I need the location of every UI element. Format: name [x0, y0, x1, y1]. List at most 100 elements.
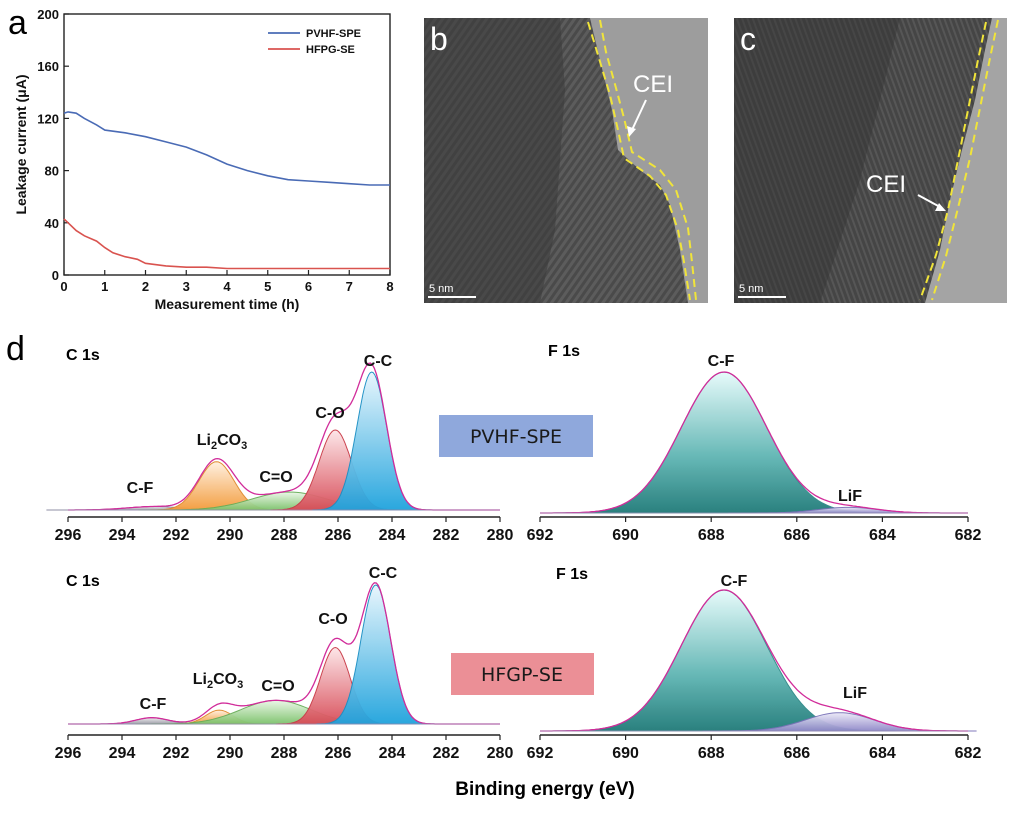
envelope-d-bottom-f1s [540, 589, 968, 732]
y-axis-label-a: Leakage current (μA) [13, 74, 29, 214]
peak-label-d-bottom-c1s-4: C-C [369, 565, 398, 582]
x-tick-label-d-bottom-c1s-0: 296 [55, 745, 82, 762]
x-tick-label-d-bottom-c1s-3: 290 [217, 745, 244, 762]
cei-arrow-b [631, 99, 647, 131]
scale-bar-label-b: 5 nm [429, 283, 453, 295]
cei-label-b: CEI [633, 71, 673, 98]
x-tick-label-d-top-f1s-5: 682 [955, 527, 982, 544]
panel-letter-a: a [8, 4, 27, 42]
panel-letter-b: b [430, 21, 448, 57]
c1s-title-bottom: C 1s [66, 573, 100, 590]
panel-letter-c: c [740, 21, 756, 57]
envelope-d-top-f1s [540, 371, 968, 514]
y-tick-label-a-4: 160 [37, 59, 59, 74]
peak-label-d-bottom-c1s-0: C-F [140, 696, 167, 713]
peak-label-d-top-c1s-4: C-C [364, 353, 393, 370]
y-tick-label-a-0: 0 [52, 268, 59, 283]
x-tick-label-d-top-c1s-7: 282 [433, 527, 460, 544]
cei-label-c: CEI [866, 171, 906, 198]
xps-top-c1s-plot: 296 294 292 290 288 286 284 282 280 C-F Li2CO3 C=O C… [46, 353, 513, 544]
scale-bar-label-c: 5 nm [739, 283, 763, 295]
panel-letter-d: d [6, 330, 25, 368]
x-tick-label-d-top-c1s-0: 296 [55, 527, 82, 544]
cei-boundary-inner-c [931, 19, 999, 301]
xps-bottom-c1s-plot: 296 294 292 290 288 286 284 282 280 C-F Li2CO3 C=O C… [55, 565, 514, 762]
x-tick-label-d-bottom-c1s-2: 292 [163, 745, 190, 762]
legend-label-a-1: HFPG-SE [306, 44, 355, 56]
x-tick-label-a-5: 5 [264, 279, 271, 294]
peak-label-d-bottom-c1s-3: C-O [318, 611, 347, 628]
xps-top-f1s-plot: 692 690 688 686 684 682 C-F LiF [527, 353, 982, 544]
x-tick-label-d-top-c1s-8: 280 [487, 527, 514, 544]
x-tick-label-d-top-f1s-3: 686 [783, 527, 810, 544]
series-line-a-1 [63, 218, 390, 270]
x-tick-label-a-0: 0 [60, 279, 67, 294]
x-tick-label-a-3: 3 [183, 279, 190, 294]
x-tick-label-d-bottom-c1s-1: 294 [109, 745, 136, 762]
y-tick-label-a-2: 80 [45, 164, 59, 179]
x-tick-label-d-top-c1s-5: 286 [325, 527, 352, 544]
badge-bottom-bg [451, 653, 594, 695]
x-tick-label-d-bottom-f1s-0: 692 [527, 745, 554, 762]
x-tick-label-a-8: 8 [386, 279, 393, 294]
peak-label-d-top-c1s-3: C-O [315, 405, 344, 422]
x-tick-label-d-bottom-f1s-1: 690 [612, 745, 639, 762]
peak-label-d-top-c1s-1: Li2CO3 [197, 432, 247, 452]
x-tick-label-d-bottom-c1s-4: 288 [271, 745, 298, 762]
cei-boundary-outer-b [587, 21, 691, 301]
xps-bottom-f1s-plot: 692 690 688 686 684 682 C-F LiF [527, 573, 982, 762]
x-tick-label-d-top-c1s-1: 294 [109, 527, 136, 544]
x-tick-label-a-6: 6 [305, 279, 312, 294]
x-tick-label-d-bottom-c1s-7: 282 [433, 745, 460, 762]
cei-boundary-inner-b [599, 19, 697, 301]
peak-label-d-top-f1s-0: C-F [708, 353, 735, 370]
x-tick-label-d-top-c1s-3: 290 [217, 527, 244, 544]
x-tick-label-d-top-c1s-4: 288 [271, 527, 298, 544]
cei-arrowhead-c [935, 203, 946, 211]
tem-image-c: c CEI 5 nm [734, 18, 1007, 303]
peak-label-d-bottom-f1s-1: LiF [843, 685, 867, 702]
peak-label-d-bottom-f1s-0: C-F [721, 573, 748, 590]
badge-top-bg [439, 415, 593, 457]
y-tick-label-a-5: 200 [37, 7, 59, 22]
peak-label-d-bottom-c1s-1: Li2CO3 [193, 671, 243, 691]
peak-label-d-bottom-c1s-2: C=O [261, 678, 294, 695]
badge-bottom: HFGP-SE [481, 664, 563, 686]
f1s-title-top: F 1s [548, 343, 580, 360]
x-tick-label-d-bottom-c1s-8: 280 [487, 745, 514, 762]
x-tick-label-a-2: 2 [142, 279, 149, 294]
y-tick-label-a-3: 120 [37, 111, 59, 126]
f1s-title-bottom: F 1s [556, 566, 588, 583]
x-tick-label-d-bottom-f1s-5: 682 [955, 745, 982, 762]
x-axis-label-a: Measurement time (h) [155, 296, 300, 312]
y-tick-label-a-1: 40 [45, 216, 59, 231]
tem-c-crystal-shade [734, 18, 900, 303]
tem-b-crystal-shade [424, 18, 565, 303]
x-tick-label-d-bottom-f1s-2: 688 [698, 745, 725, 762]
x-tick-label-d-top-c1s-6: 284 [379, 527, 406, 544]
x-tick-label-a-4: 4 [223, 279, 231, 294]
x-tick-label-a-7: 7 [346, 279, 353, 294]
peak-label-d-top-c1s-2: C=O [259, 469, 292, 486]
x-tick-label-d-bottom-c1s-6: 284 [379, 745, 406, 762]
x-tick-label-a-1: 1 [101, 279, 108, 294]
x-tick-label-d-top-f1s-4: 684 [869, 527, 896, 544]
cei-arrowhead-b [627, 126, 636, 137]
x-tick-label-d-top-f1s-2: 688 [698, 527, 725, 544]
x-tick-label-d-bottom-f1s-4: 684 [869, 745, 896, 762]
cei-arrow-c [917, 194, 941, 208]
peak-label-d-top-f1s-1: LiF [838, 488, 862, 505]
x-tick-label-d-bottom-f1s-3: 686 [783, 745, 810, 762]
peak-label-d-top-c1s-0: C-F [127, 480, 154, 497]
cei-boundary-outer-c [919, 21, 987, 301]
series-line-a-0 [63, 111, 390, 186]
tem-image-b: b CEI 5 nm [424, 18, 708, 303]
legend-label-a-0: PVHF-SPE [306, 28, 361, 40]
c1s-title-top: C 1s [66, 347, 100, 364]
xps-xlabel: Binding energy (eV) [455, 779, 634, 800]
x-tick-label-d-top-f1s-1: 690 [612, 527, 639, 544]
x-tick-label-d-bottom-c1s-5: 286 [325, 745, 352, 762]
x-tick-label-d-top-f1s-0: 692 [527, 527, 554, 544]
